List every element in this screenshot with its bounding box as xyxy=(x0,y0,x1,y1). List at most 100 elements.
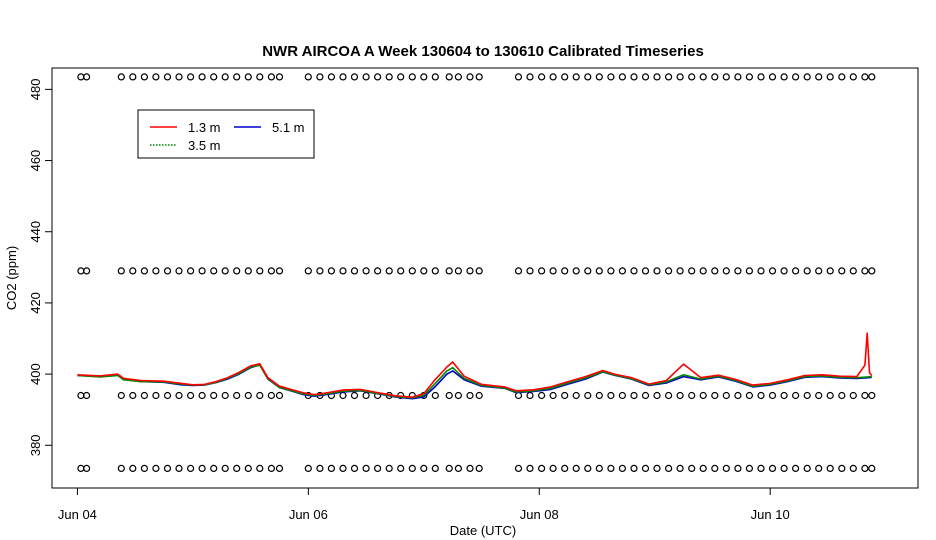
marker-point xyxy=(374,464,382,472)
marker-point xyxy=(768,391,777,400)
marker-point xyxy=(815,391,823,400)
marker-point xyxy=(526,73,534,81)
marker-point xyxy=(607,391,615,400)
plot-frame xyxy=(51,67,919,489)
marker-point xyxy=(711,73,719,81)
marker-point xyxy=(791,391,800,400)
marker-point xyxy=(129,391,137,400)
marker-point xyxy=(826,73,834,81)
x-tick-label-0: Jun 04 xyxy=(58,507,97,522)
marker-point xyxy=(445,73,453,81)
marker-point xyxy=(838,464,846,472)
series-line-1-3-m xyxy=(77,332,873,399)
marker-point xyxy=(316,73,324,81)
marker-point xyxy=(339,464,347,472)
marker-point xyxy=(466,391,474,400)
marker-point xyxy=(385,267,393,275)
marker-point xyxy=(607,464,615,472)
marker-point xyxy=(385,73,393,81)
marker-point xyxy=(768,73,777,81)
marker-point xyxy=(572,267,580,275)
marker-point xyxy=(152,267,160,275)
marker-point xyxy=(339,391,347,400)
marker-point xyxy=(641,267,650,275)
marker-point xyxy=(140,267,148,275)
marker-point xyxy=(233,73,241,81)
marker-point xyxy=(514,464,523,472)
marker-point xyxy=(815,464,823,472)
marker-point xyxy=(339,73,347,81)
marker-point xyxy=(267,464,275,472)
marker-point xyxy=(653,464,661,472)
marker-point xyxy=(175,73,183,81)
x-tick-label-1: Jun 06 xyxy=(289,507,328,522)
marker-point xyxy=(362,73,370,81)
marker-point xyxy=(275,73,284,81)
marker-point xyxy=(803,391,811,400)
marker-point xyxy=(780,267,788,275)
marker-point xyxy=(561,73,569,81)
marker-point xyxy=(699,73,707,81)
y-tick-label-3: 440 xyxy=(28,221,43,243)
marker-point xyxy=(780,464,788,472)
marker-point xyxy=(688,73,696,81)
marker-point xyxy=(641,464,650,472)
marker-point xyxy=(757,267,765,275)
marker-point xyxy=(475,73,483,81)
marker-point xyxy=(445,464,453,472)
y-tick-label-2: 420 xyxy=(28,292,43,314)
marker-point xyxy=(572,391,580,400)
marker-point xyxy=(244,464,252,472)
marker-point xyxy=(466,73,474,81)
marker-point xyxy=(584,391,592,400)
marker-point xyxy=(757,391,765,400)
marker-point xyxy=(362,464,370,472)
marker-point xyxy=(826,391,834,400)
marker-point xyxy=(210,267,218,275)
marker-point xyxy=(221,73,229,81)
marker-series xyxy=(77,73,876,472)
marker-point xyxy=(676,267,684,275)
marker-point xyxy=(526,267,534,275)
marker-point xyxy=(868,464,876,472)
marker-point xyxy=(514,73,523,81)
marker-point xyxy=(722,73,730,81)
marker-point xyxy=(244,267,252,275)
marker-point xyxy=(561,391,569,400)
marker-point xyxy=(82,267,91,275)
x-tick-label-3: Jun 10 xyxy=(751,507,790,522)
marker-point xyxy=(210,73,218,81)
marker-point xyxy=(549,267,557,275)
marker-point xyxy=(304,267,312,275)
marker-point xyxy=(780,391,788,400)
marker-point xyxy=(849,391,857,400)
marker-point xyxy=(350,267,359,275)
marker-point xyxy=(561,267,569,275)
marker-point xyxy=(431,391,439,400)
marker-point xyxy=(454,391,462,400)
marker-point xyxy=(117,464,125,472)
marker-point xyxy=(350,73,359,81)
marker-point xyxy=(304,464,312,472)
marker-point xyxy=(791,464,800,472)
marker-point xyxy=(466,267,474,275)
marker-point xyxy=(549,73,557,81)
marker-point xyxy=(327,464,335,472)
marker-point xyxy=(420,267,428,275)
marker-point xyxy=(584,464,592,472)
chart-title: NWR AIRCOA A Week 130604 to 130610 Calib… xyxy=(262,43,704,60)
marker-point xyxy=(561,464,569,472)
marker-point xyxy=(514,267,523,275)
marker-point xyxy=(526,464,534,472)
x-axis: Jun 04 Jun 06 Jun 08 Jun 10 xyxy=(58,488,790,522)
legend-label-1: 1.3 m xyxy=(188,120,221,135)
x-tick-label-2: Jun 08 xyxy=(520,507,559,522)
marker-point xyxy=(549,391,557,400)
marker-point xyxy=(198,391,206,400)
marker-point xyxy=(537,73,546,81)
marker-point xyxy=(711,391,719,400)
marker-point xyxy=(607,73,615,81)
marker-point xyxy=(140,391,148,400)
marker-point xyxy=(350,464,359,472)
